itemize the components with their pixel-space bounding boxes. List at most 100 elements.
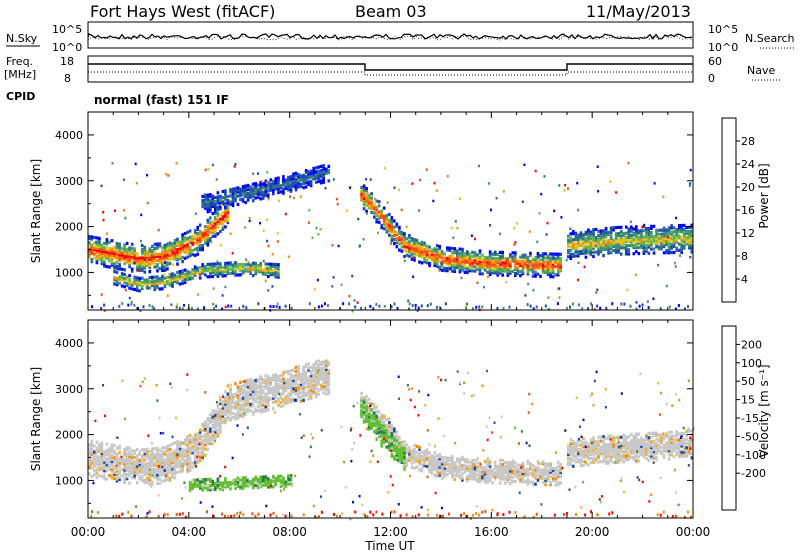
data-cell <box>405 451 409 455</box>
data-cell <box>103 470 106 475</box>
data-cell <box>650 247 653 251</box>
data-cell <box>688 242 691 246</box>
data-cell <box>529 472 532 476</box>
data-cell <box>254 399 257 403</box>
data-cell <box>425 456 429 460</box>
data-cell <box>135 251 139 256</box>
data-cell <box>688 225 691 229</box>
data-cell <box>624 235 628 240</box>
data-cell <box>584 247 588 251</box>
data-cell <box>498 471 502 475</box>
data-cell <box>161 446 164 450</box>
data-cell <box>289 373 293 377</box>
data-cell <box>556 263 560 267</box>
data-cell <box>463 252 467 256</box>
data-cell <box>204 239 207 243</box>
data-cell <box>408 448 411 452</box>
data-cell <box>292 182 295 186</box>
data-cell <box>287 175 290 179</box>
data-cell <box>375 211 378 216</box>
data-cell <box>408 458 411 462</box>
data-cell <box>211 274 215 279</box>
data-cell <box>231 415 235 420</box>
data-cell <box>423 453 426 457</box>
data-cell <box>493 462 497 466</box>
data-cell <box>526 461 530 465</box>
data-cell <box>158 477 162 481</box>
data-cell <box>395 232 399 237</box>
noise-cell <box>105 232 108 235</box>
data-cell <box>577 237 580 241</box>
data-cell <box>216 197 220 201</box>
data-cell <box>294 188 298 192</box>
data-cell <box>211 268 215 272</box>
data-cell <box>531 262 535 266</box>
data-cell <box>269 378 273 382</box>
data-cell <box>256 187 260 191</box>
data-cell <box>509 475 512 479</box>
data-cell <box>322 376 325 380</box>
data-cell <box>430 462 434 466</box>
data-cell <box>428 262 431 266</box>
data-cell <box>118 275 121 279</box>
data-cell <box>451 251 454 255</box>
data-cell <box>120 457 124 461</box>
data-cell <box>390 440 394 444</box>
data-cell <box>645 229 648 233</box>
data-cell <box>536 256 540 260</box>
data-cell <box>612 238 615 242</box>
data-cell <box>509 477 512 481</box>
data-cell <box>604 226 608 231</box>
data-cell <box>201 267 204 271</box>
data-cell <box>294 390 298 394</box>
data-cell <box>188 446 192 450</box>
data-cell <box>478 270 482 274</box>
data-cell <box>471 458 474 462</box>
data-cell <box>594 236 598 240</box>
data-cell <box>619 229 623 233</box>
data-cell <box>183 450 187 454</box>
data-cell <box>256 183 260 187</box>
data-cell <box>556 269 560 273</box>
data-cell <box>143 278 147 282</box>
data-cell <box>148 280 152 284</box>
data-cell <box>176 446 179 450</box>
data-cell <box>201 457 204 461</box>
data-cell <box>400 245 404 249</box>
data-cell <box>567 248 570 253</box>
data-cell <box>130 283 134 287</box>
nsearch-label: N.Search <box>745 32 795 45</box>
data-cell <box>204 241 207 245</box>
data-cell <box>539 470 542 474</box>
data-cell <box>229 410 232 414</box>
near-range-cell <box>278 305 281 309</box>
data-cell <box>95 475 99 479</box>
data-cell <box>526 264 530 268</box>
noise-cell <box>134 162 137 166</box>
data-cell <box>559 466 562 471</box>
noise-cell <box>547 296 550 299</box>
data-cell <box>201 235 204 239</box>
data-cell <box>206 433 210 437</box>
data-cell <box>140 268 144 272</box>
data-cell <box>587 240 590 245</box>
data-cell <box>204 426 207 431</box>
data-cell <box>662 245 666 249</box>
data-cell <box>90 448 94 452</box>
data-cell <box>193 443 197 447</box>
data-cell <box>498 254 502 259</box>
data-cell <box>267 185 270 189</box>
data-cell <box>148 253 152 257</box>
data-cell <box>289 377 293 381</box>
data-cell <box>115 456 119 460</box>
data-cell <box>93 246 96 250</box>
data-cell <box>617 448 620 452</box>
data-cell <box>632 437 636 441</box>
power-colorbar-label: Power [dB] <box>757 163 771 228</box>
data-cell <box>229 194 232 198</box>
data-cell <box>579 453 583 457</box>
data-cell <box>118 252 121 256</box>
data-cell <box>221 406 225 410</box>
data-cell <box>123 478 126 482</box>
data-cell <box>612 450 615 454</box>
